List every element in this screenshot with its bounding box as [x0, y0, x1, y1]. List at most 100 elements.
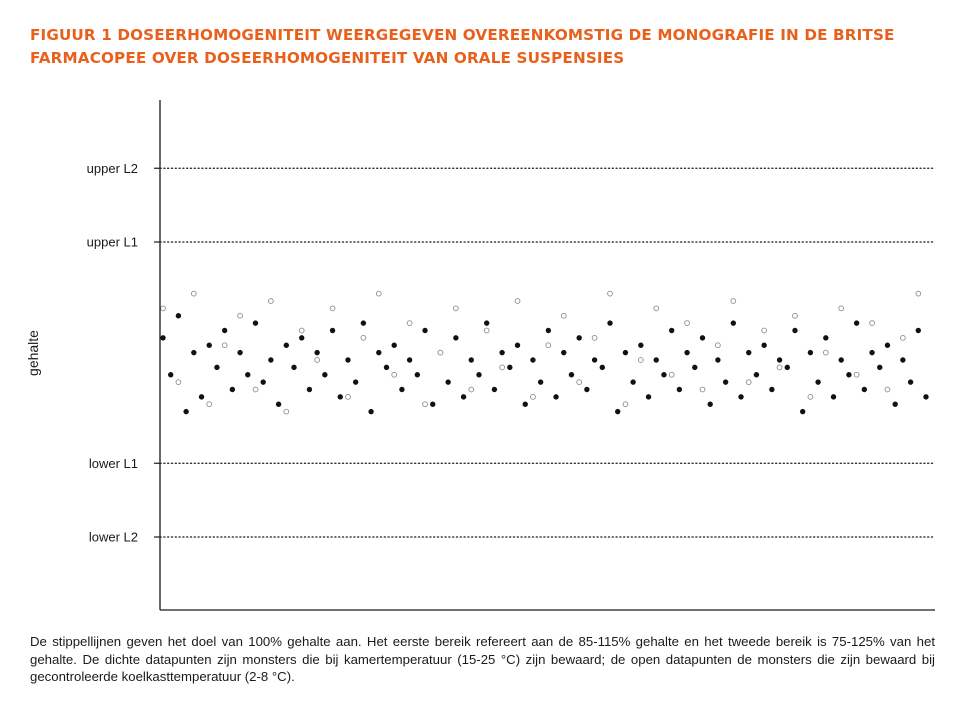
filled-data-point: [499, 349, 505, 356]
filled-data-point: [445, 379, 451, 385]
open-data-point: [622, 401, 629, 408]
filled-data-point: [299, 335, 305, 341]
filled-data-point: [561, 349, 567, 356]
filled-data-point: [175, 313, 182, 319]
y-tick-label: lower L1: [89, 456, 138, 471]
open-data-point: [499, 364, 505, 371]
filled-data-point: [314, 349, 320, 356]
open-data-point: [237, 312, 243, 319]
filled-data-point: [245, 372, 251, 378]
filled-data-point: [191, 349, 197, 356]
filled-data-point: [676, 386, 683, 393]
open-data-point: [884, 386, 891, 393]
filled-data-point: [668, 327, 675, 334]
figure-title: FIGUUR 1 DOSEERHOMOGENITEIT WEERGEGEVEN …: [30, 26, 895, 67]
open-data-point: [869, 320, 875, 326]
open-data-point: [468, 386, 475, 393]
filled-data-point: [198, 394, 205, 400]
y-tick-label: upper L1: [87, 235, 138, 250]
filled-data-point: [738, 394, 744, 400]
open-data-point: [838, 305, 845, 312]
open-data-point: [776, 364, 783, 371]
filled-data-point: [815, 379, 821, 385]
open-data-point: [730, 298, 737, 304]
filled-data-point: [360, 320, 367, 326]
filled-data-point: [838, 357, 844, 363]
filled-data-point: [653, 357, 659, 363]
filled-data-point: [877, 364, 883, 371]
filled-data-point: [483, 320, 490, 326]
filled-data-point: [422, 327, 428, 334]
filled-data-point: [229, 386, 236, 393]
filled-data-point: [630, 379, 636, 385]
open-data-point: [221, 342, 228, 349]
open-data-point: [514, 298, 521, 304]
scatter-chart: upper L2 upper L1 lower L1 lower L2 gehalte: [25, 100, 936, 611]
filled-data-point: [553, 394, 559, 400]
open-data-point: [190, 290, 197, 297]
filled-data-point: [615, 408, 621, 415]
open-data-point: [160, 305, 166, 312]
filled-data-point: [468, 357, 474, 363]
filled-data-point: [283, 342, 290, 348]
filled-data-point: [761, 342, 767, 348]
filled-data-point: [584, 386, 590, 393]
filled-data-point: [846, 372, 852, 378]
open-data-point: [206, 401, 213, 408]
filled-data-point: [406, 357, 413, 363]
filled-data-point: [160, 335, 166, 341]
open-data-point: [637, 357, 644, 363]
filled-data-point: [237, 349, 243, 356]
filled-data-point: [707, 401, 713, 407]
open-data-point: [607, 290, 613, 297]
filled-data-point: [799, 408, 806, 415]
filled-data-point: [530, 357, 536, 363]
filled-data-point: [329, 327, 336, 334]
filled-data-point: [830, 394, 837, 400]
filled-data-point: [383, 364, 390, 371]
open-data-point: [453, 305, 459, 312]
filled-data-point: [476, 372, 482, 378]
filled-data-point: [168, 372, 174, 378]
open-data-point: [406, 320, 413, 326]
filled-data-point: [869, 349, 875, 356]
filled-data-point: [715, 357, 721, 363]
filled-data-point: [514, 342, 521, 348]
filled-data-point: [915, 327, 921, 334]
filled-data-point: [206, 342, 212, 348]
filled-data-point: [576, 335, 582, 341]
filled-data-point: [746, 349, 752, 356]
open-data-point: [252, 386, 259, 393]
open-data-point: [268, 298, 274, 304]
filled-data-point: [507, 364, 513, 371]
filled-data-point: [399, 386, 405, 393]
open-data-point: [853, 371, 860, 378]
open-data-point: [483, 327, 490, 334]
filled-data-point: [591, 357, 598, 363]
filled-data-point: [221, 327, 228, 334]
filled-data-point: [453, 335, 459, 341]
open-data-point: [437, 349, 444, 356]
filled-data-point: [430, 401, 436, 407]
open-data-point: [530, 394, 536, 400]
filled-data-point: [345, 357, 351, 363]
filled-data-point: [491, 386, 498, 393]
filled-data-point: [807, 349, 814, 356]
open-data-point: [761, 327, 768, 334]
reference-lines: [159, 167, 936, 538]
filled-data-point: [291, 364, 297, 371]
open-data-point: [576, 379, 583, 385]
filled-data-point: [892, 401, 898, 407]
filled-data-point: [306, 386, 313, 393]
filled-data-point: [661, 372, 667, 378]
open-data-point: [745, 379, 752, 385]
open-data-point: [822, 349, 829, 356]
open-data-point: [591, 335, 598, 341]
filled-data-point: [645, 394, 652, 400]
filled-data-point: [907, 379, 914, 385]
filled-data-point: [537, 379, 544, 385]
filled-data-point: [769, 386, 775, 393]
filled-data-point: [622, 349, 629, 356]
filled-data-point: [252, 320, 259, 326]
open-data-point: [900, 335, 906, 341]
